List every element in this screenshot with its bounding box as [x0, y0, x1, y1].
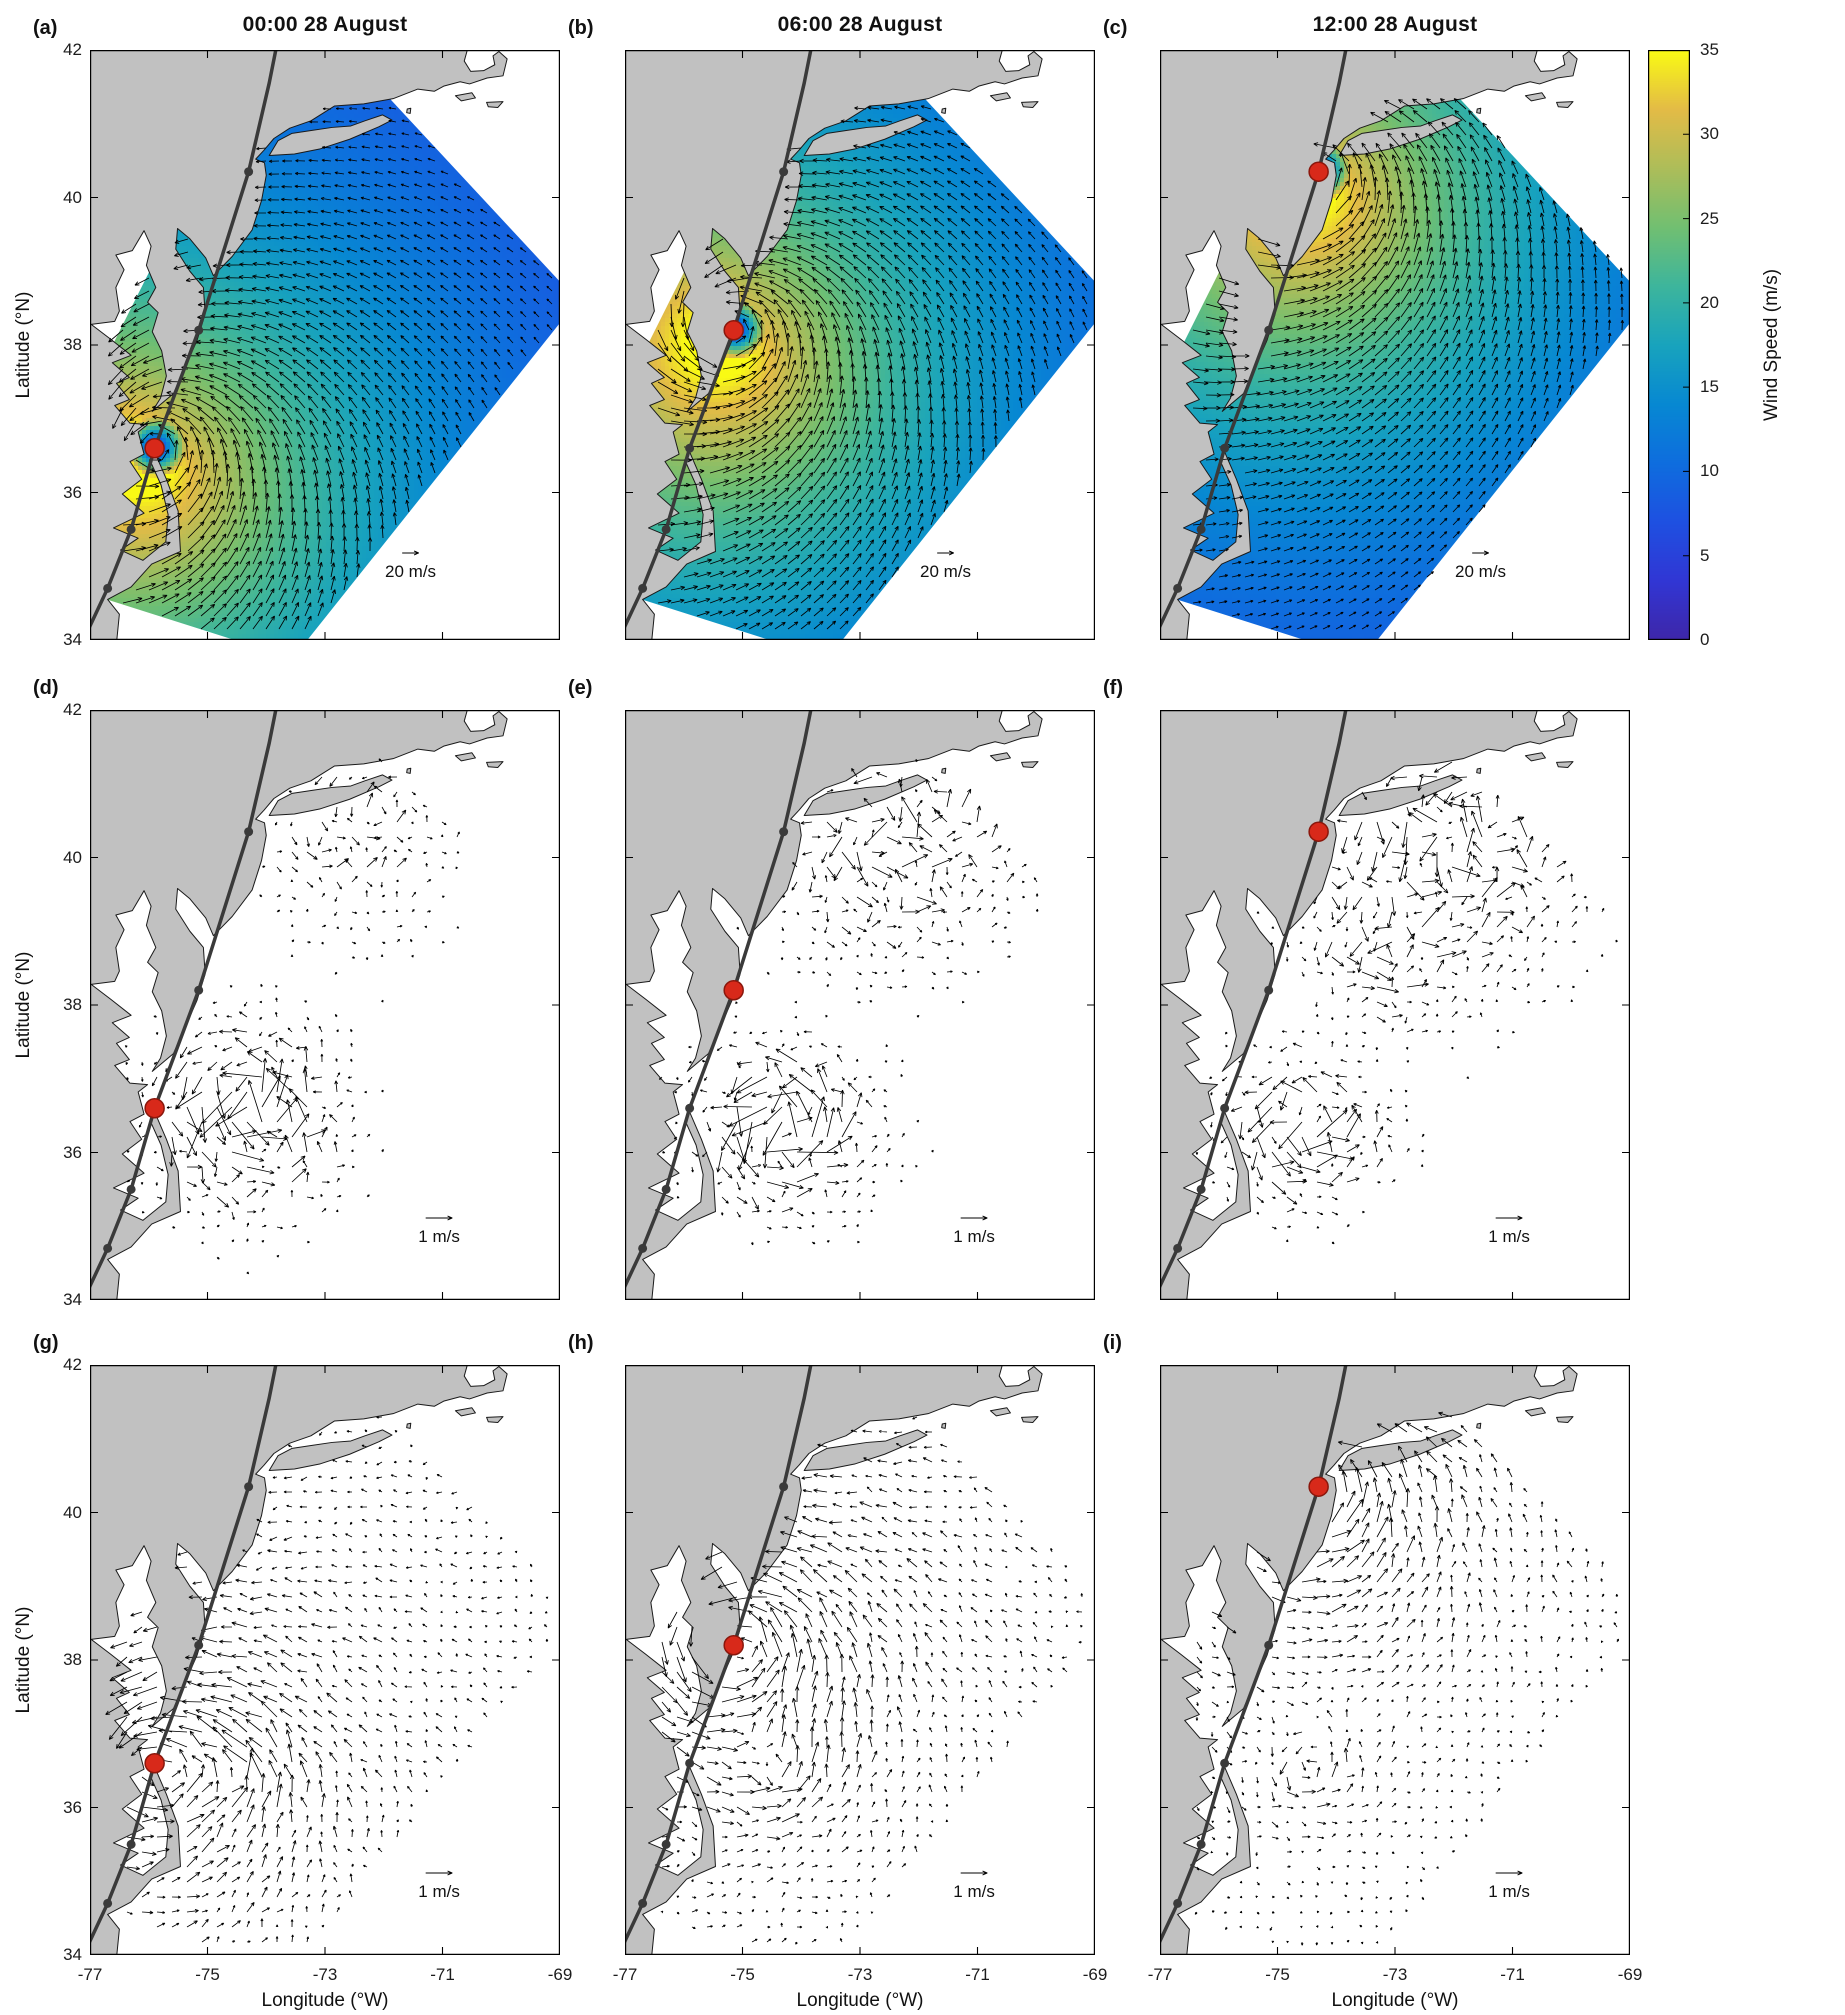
y-tick-label: 36: [63, 482, 82, 502]
map-canvas-current-mid-00: [90, 710, 560, 1300]
map-canvas-current-mid-12: [1160, 710, 1630, 1300]
vector-scale-label: 1 m/s: [418, 1226, 460, 1246]
colorbar-tick-label: 35: [1700, 40, 1719, 59]
x-tick-label: -71: [1500, 1965, 1525, 1984]
colorbar-tick-label: 5: [1700, 545, 1710, 565]
y-tick-label: 34: [63, 630, 82, 649]
colorbar-tick-label: 10: [1700, 461, 1719, 481]
panel-title: 00:00 28 August: [242, 13, 408, 36]
colorbar-tick-label: 25: [1700, 208, 1719, 228]
y-tick-label: 38: [63, 335, 82, 354]
panel-e: (e) 1 m/s: [568, 677, 1095, 1300]
y-tick-label: 36: [63, 1142, 82, 1162]
vector-scale-label: 1 m/s: [1488, 1881, 1530, 1901]
colorbar-label: Wind Speed (m/s): [1761, 268, 1782, 422]
vector-scale-label: 20 m/s: [385, 561, 437, 581]
x-tick-label: -71: [430, 1965, 455, 1984]
map-canvas-wind-06: [625, 50, 1095, 640]
y-tick-label: 36: [63, 1797, 82, 1817]
y-tick-label: 40: [63, 187, 82, 207]
panel-g: (g) 1 m/s: [33, 1332, 560, 1955]
y-tick-label: 34: [63, 1290, 82, 1309]
x-tick-label: -77: [612, 1965, 638, 1984]
y-tick-label: 42: [63, 700, 82, 719]
vector-scale-label: 1 m/s: [953, 1881, 995, 1901]
x-tick-label: -75: [195, 1965, 220, 1984]
y-tick-label: 38: [63, 1650, 82, 1669]
panel-label: (f): [1103, 677, 1123, 699]
panel-title: 06:00 28 August: [777, 13, 943, 36]
x-tick-label: -73: [1382, 1965, 1408, 1984]
panel-title: 12:00 28 August: [1312, 13, 1478, 36]
x-tick-label: -77: [77, 1965, 103, 1984]
colorbar-tick-label: 30: [1700, 124, 1719, 144]
x-tick-label: -75: [1265, 1965, 1290, 1984]
panel-label: (e): [568, 677, 593, 699]
panel-f: (f) 1 m/s: [1103, 677, 1630, 1300]
x-tick-label: -69: [547, 1965, 573, 1984]
y-tick-label: 38: [63, 995, 82, 1014]
colorbar-tick-label: 20: [1700, 292, 1719, 312]
x-tick-label: -77: [1147, 1965, 1173, 1984]
panel-label: (i): [1103, 1332, 1122, 1354]
panel-label: (b): [568, 17, 594, 39]
panel-label: (a): [33, 17, 58, 39]
colorbar-gradient: [1648, 50, 1690, 640]
y-axis-label: Latitude (°N): [13, 1606, 34, 1714]
vector-scale-label: 1 m/s: [953, 1226, 995, 1246]
y-axis-label: Latitude (°N): [13, 951, 34, 1059]
y-axis-label: Latitude (°N): [13, 291, 34, 399]
vector-scale-label: 1 m/s: [418, 1881, 460, 1901]
panel-b: (b) 06:00 28 August 20 m/s: [568, 13, 1095, 640]
vector-scale-label: 20 m/s: [1455, 561, 1507, 581]
map-canvas-current-bot-12: [1160, 1365, 1630, 1955]
panel-label: (h): [568, 1332, 594, 1354]
map-canvas-wind-12: [1160, 50, 1630, 640]
colorbar: [1648, 50, 1690, 640]
map-canvas-current-mid-06: [625, 710, 1095, 1300]
x-tick-label: -75: [730, 1965, 755, 1984]
panel-c: (c) 12:00 28 August 20 m/s: [1103, 13, 1630, 640]
panel-label: (d): [33, 677, 59, 699]
y-tick-label: 42: [63, 1355, 82, 1374]
vector-scale-label: 1 m/s: [1488, 1226, 1530, 1246]
panel-i: (i) 1 m/s: [1103, 1332, 1630, 1955]
x-tick-label: -71: [965, 1965, 990, 1984]
x-tick-label: -73: [312, 1965, 338, 1984]
x-tick-label: -69: [1082, 1965, 1108, 1984]
x-tick-label: -69: [1617, 1965, 1643, 1984]
map-canvas-wind-00: [90, 50, 560, 640]
x-axis-label: Longitude (°W): [1331, 1990, 1459, 2011]
x-tick-label: -73: [847, 1965, 873, 1984]
map-canvas-current-bot-06: [625, 1365, 1095, 1955]
y-tick-label: 40: [63, 1502, 82, 1522]
vector-scale-label: 20 m/s: [920, 561, 972, 581]
panel-h: (h) 1 m/s: [568, 1332, 1095, 1955]
panel-label: (g): [33, 1332, 59, 1354]
y-tick-label: 34: [63, 1945, 82, 1964]
colorbar-tick-label: 15: [1700, 377, 1719, 397]
x-axis-label: Longitude (°W): [796, 1990, 924, 2011]
colorbar-tick-label: 0: [1700, 630, 1710, 649]
panel-d: (d) 1 m/s: [33, 677, 560, 1300]
panel-a: (a) 00:00 28 August 20 m/s: [33, 13, 560, 640]
map-canvas-current-bot-00: [90, 1365, 560, 1955]
x-axis-label: Longitude (°W): [261, 1990, 389, 2011]
y-tick-label: 42: [63, 40, 82, 59]
panel-label: (c): [1103, 17, 1128, 39]
y-tick-label: 40: [63, 847, 82, 867]
